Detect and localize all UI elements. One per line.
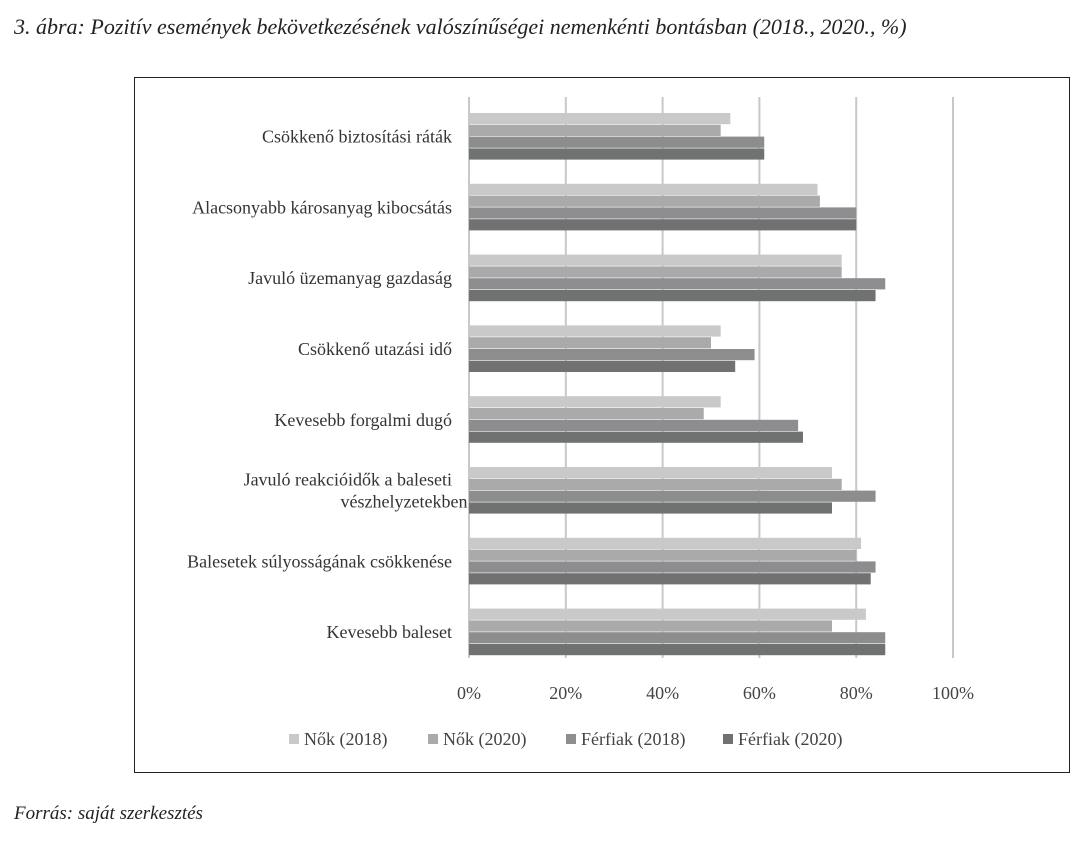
legend-swatch <box>428 734 438 744</box>
legend-label: Férfiak (2020) <box>738 729 842 750</box>
bar <box>469 537 862 549</box>
bar <box>469 419 799 431</box>
chart-frame <box>134 77 1070 773</box>
bar <box>469 360 736 372</box>
bar <box>469 549 857 561</box>
bar <box>469 124 721 136</box>
category-label: Csökkenő biztosítási ráták <box>262 127 452 147</box>
category-label: Javuló üzemanyag gazdaság <box>248 268 452 288</box>
bar <box>469 148 765 160</box>
bar <box>469 632 886 644</box>
legend-label: Férfiak (2018) <box>581 729 685 750</box>
category-label: Balesetek súlyosságának csökkenése <box>187 551 452 571</box>
bar <box>469 183 818 195</box>
bar <box>469 396 721 408</box>
bar <box>469 467 832 479</box>
x-tick-label: 80% <box>840 683 873 703</box>
bar <box>469 195 820 207</box>
figure-title: 3. ábra: Pozitív események bekövetkezésé… <box>14 14 907 39</box>
bar <box>469 290 876 302</box>
legend-swatch <box>723 734 733 744</box>
legend-swatch <box>289 734 299 744</box>
bar <box>469 502 832 514</box>
x-tick-label: 40% <box>646 683 679 703</box>
bar <box>469 573 871 585</box>
bar <box>469 408 704 420</box>
x-tick-label: 20% <box>549 683 582 703</box>
category-label: Kevesebb baleset <box>327 622 452 642</box>
x-tick-label: 60% <box>743 683 776 703</box>
bar <box>469 490 876 502</box>
bar <box>469 337 711 349</box>
bar <box>469 478 842 490</box>
x-tick-label: 100% <box>932 683 974 703</box>
bar <box>469 136 765 148</box>
bar <box>469 620 832 632</box>
legend-label: Nők (2020) <box>443 729 527 750</box>
category-label: Alacsonyabb károsanyag kibocsátás <box>192 197 452 217</box>
bar <box>469 349 755 361</box>
bar <box>469 325 721 337</box>
bar <box>469 278 886 290</box>
category-label: Kevesebb forgalmi dugó <box>274 410 452 430</box>
x-tick-label: 0% <box>457 683 481 703</box>
bar <box>469 266 842 278</box>
legend-swatch <box>566 734 576 744</box>
bar <box>469 608 866 620</box>
category-label: Csökkenő utazási idő <box>298 339 452 359</box>
bar <box>469 561 876 573</box>
bar <box>469 219 857 231</box>
legend-label: Nők (2018) <box>304 729 388 750</box>
bar <box>469 254 842 266</box>
bar <box>469 207 857 219</box>
bar <box>469 113 731 125</box>
source-note: Forrás: saját szerkesztés <box>14 803 203 824</box>
category-label: Javuló reakcióidők a baleseti vészhelyzet… <box>244 470 468 512</box>
bar <box>469 431 803 443</box>
bar <box>469 644 886 656</box>
